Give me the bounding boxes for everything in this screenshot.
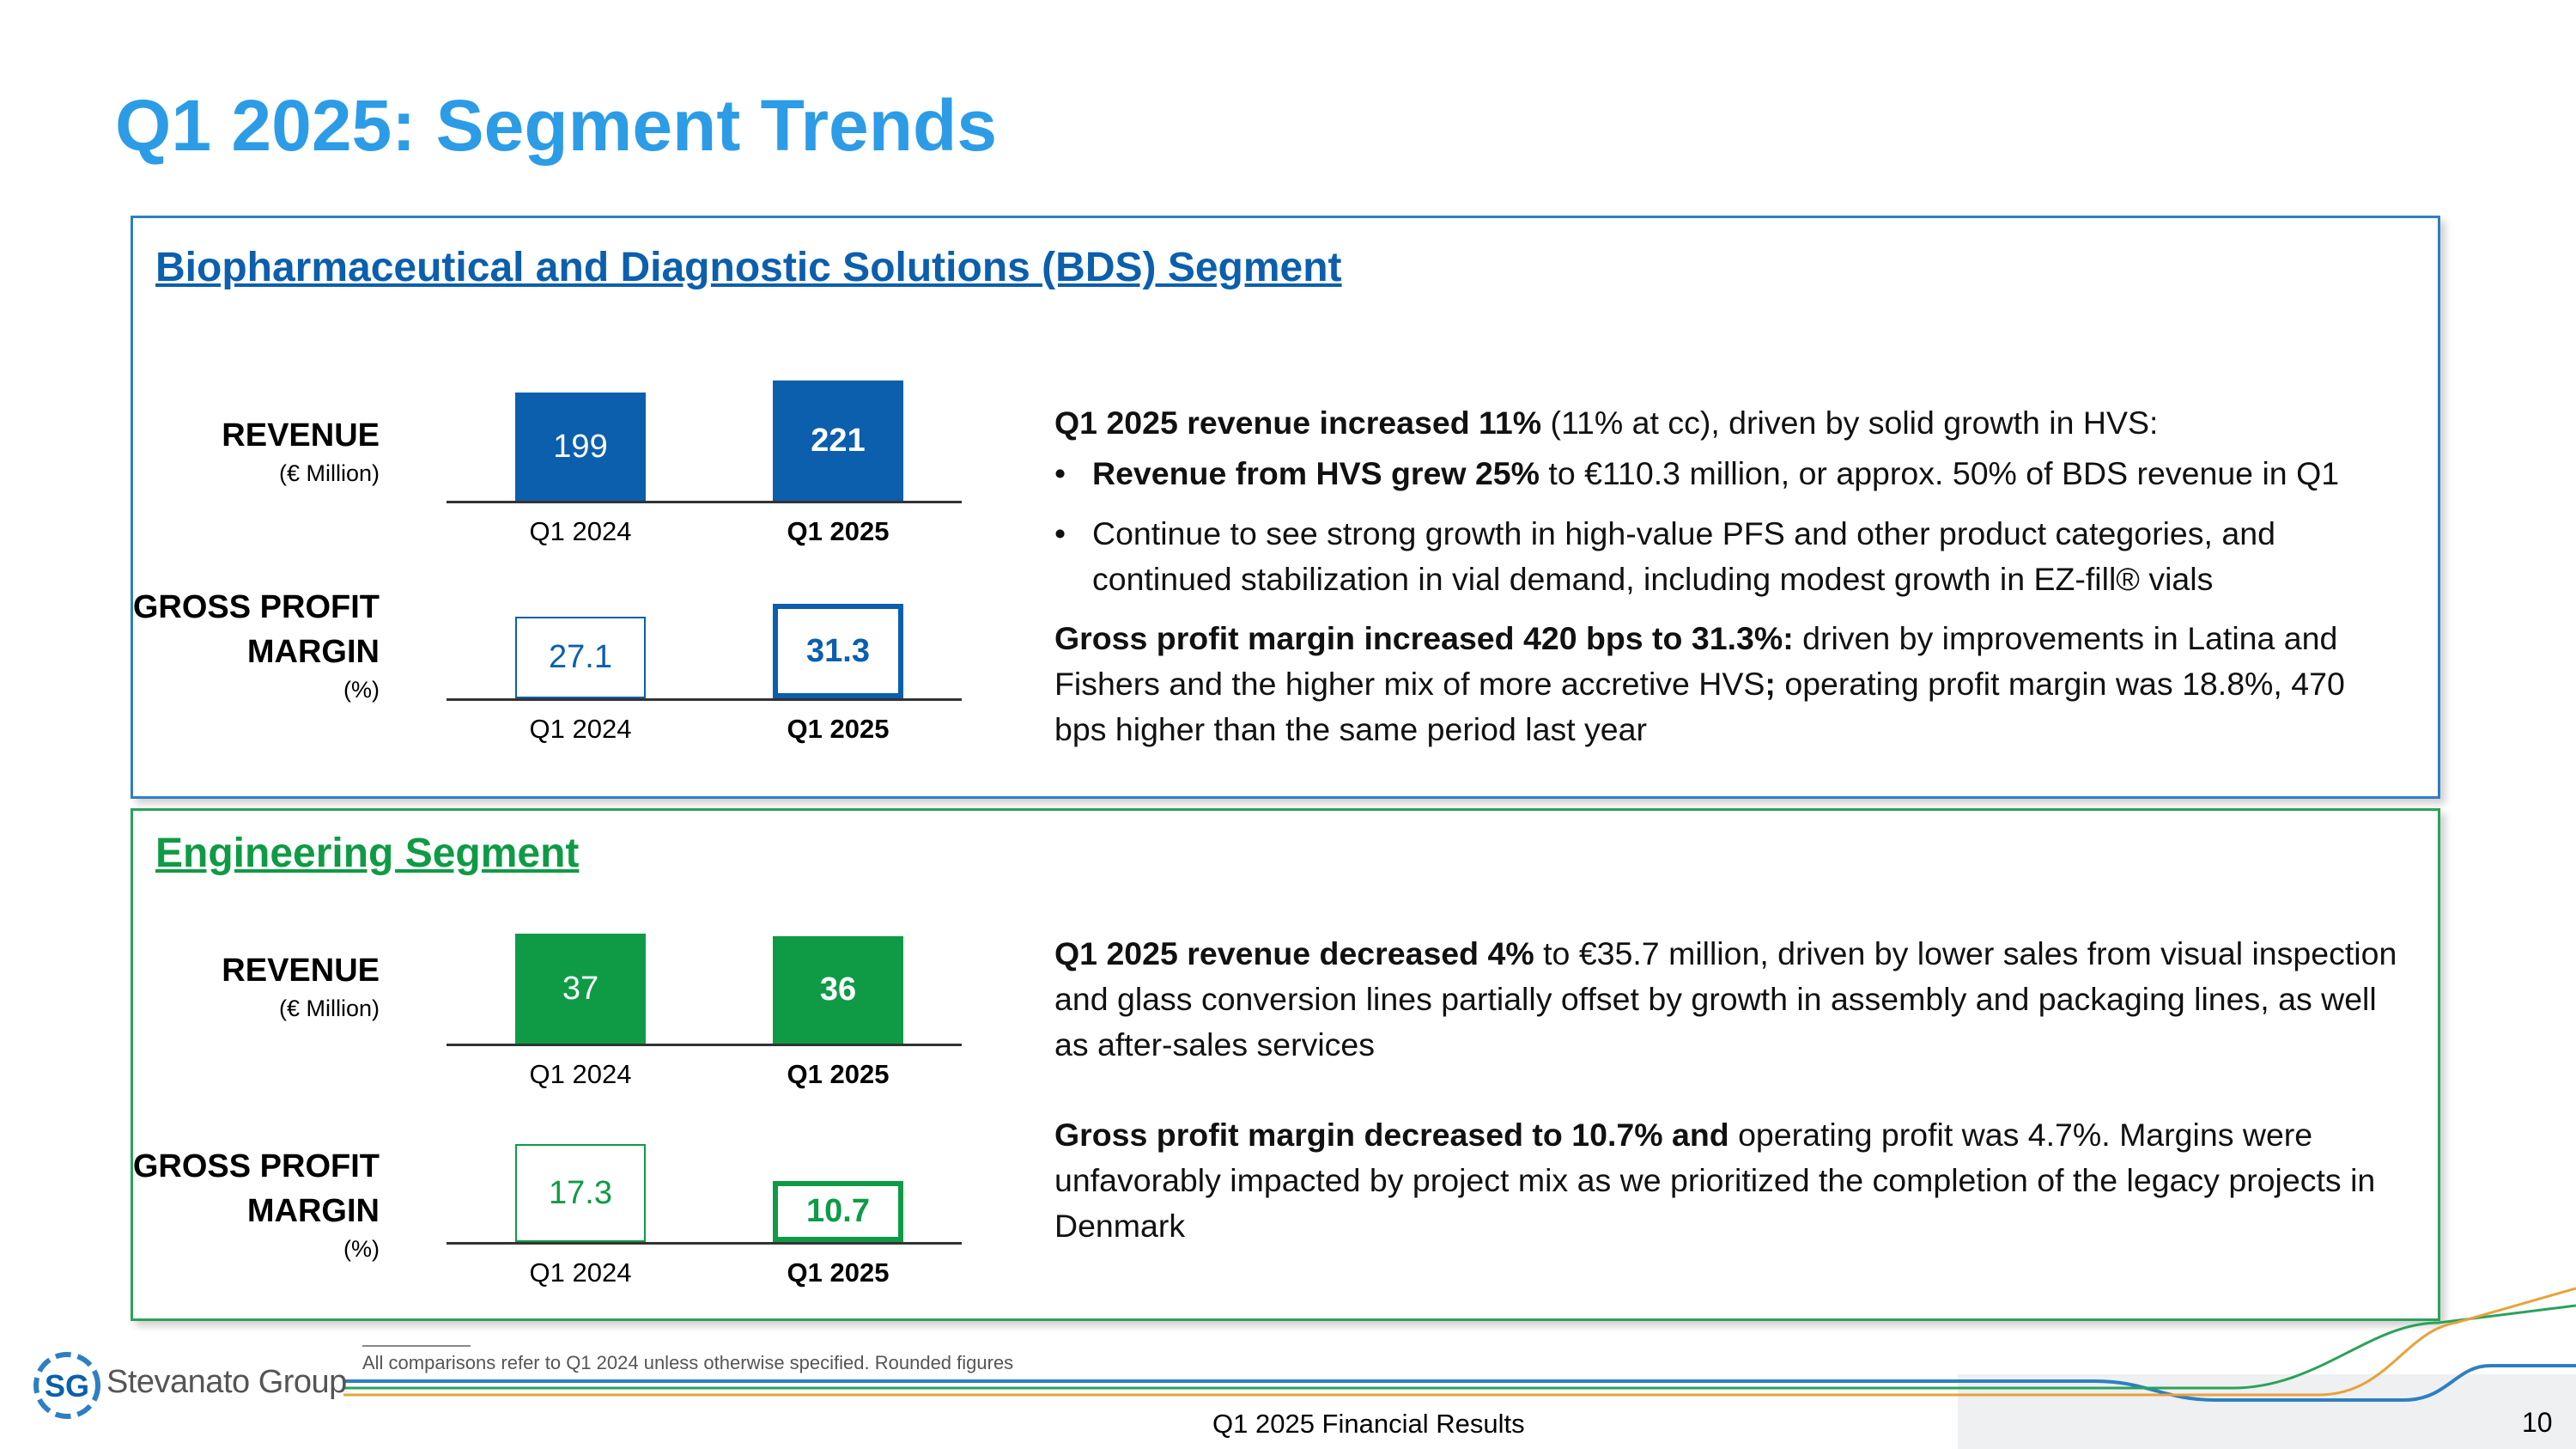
eng-revenue-label-group: REVENUE (€ Million) (133, 948, 380, 1051)
eng-revenue-label: REVENUE (222, 953, 380, 989)
bar-q1-2024: 199 (515, 393, 646, 501)
bds-desc-p1: Q1 2025 revenue increased 11% (11% at cc… (1054, 405, 2159, 441)
bar-value-label: 10.7 (806, 1193, 870, 1229)
chart-baseline (447, 1044, 962, 1046)
x-tick-label: Q1 2025 (787, 1059, 890, 1089)
page-title: Q1 2025: Segment Trends (115, 85, 998, 166)
logo-mark-text: SG (45, 1368, 89, 1403)
footnote-rule (362, 1345, 471, 1347)
bds-desc-bullet-1: • Revenue from HVS grew 25% to €110.3 mil… (1054, 455, 2340, 491)
footer-orange-line (343, 1287, 2576, 1397)
bar-q1-2025: 36 (773, 936, 903, 1044)
bar-value-label: 199 (553, 428, 608, 465)
x-tick-label: Q1 2025 (787, 714, 890, 744)
chart-baseline (447, 1242, 962, 1245)
eng-description: Q1 2025 revenue decreased 4% to €35.7 mi… (1054, 931, 2403, 1249)
bar-value-label: 221 (811, 422, 866, 459)
eng-gpm-label-2: MARGIN (246, 1193, 380, 1229)
bds-gpm-label-1: GROSS PROFIT (132, 589, 380, 625)
footnote: All comparisons refer to Q1 2024 unless … (362, 1352, 1014, 1373)
bar-value-label: 31.3 (806, 632, 870, 669)
eng-gpm-label-group: GROSS PROFIT MARGIN (%) (133, 1144, 380, 1273)
footer-title: Q1 2025 Financial Results (1212, 1409, 1525, 1439)
bar-q1-2025: 31.3 (773, 604, 903, 698)
bds-revenue-unit: (€ Million) (278, 460, 380, 486)
bar-value-label: 37 (562, 970, 599, 1007)
footer-green-line (343, 1304, 2576, 1390)
engineering-segment-title: Engineering Segment (155, 831, 580, 876)
page-number: 10 (2522, 1407, 2553, 1438)
footer-decoration: SG (33, 1287, 2576, 1449)
x-tick-label: Q1 2024 (529, 714, 632, 744)
footer-blue-line (343, 1364, 2576, 1402)
bds-segment-title: Biopharmaceutical and Diagnostic Solutio… (155, 245, 1342, 290)
bds-revenue-label-group: REVENUE (€ Million) (133, 413, 380, 516)
logo-mark: SG (33, 1352, 100, 1419)
eng-revenue-unit: (€ Million) (278, 995, 380, 1021)
x-tick-label: Q1 2024 (529, 1059, 632, 1089)
eng-gpm-label-1: GROSS PROFIT (132, 1148, 380, 1184)
bar-q1-2024: 17.3 (515, 1144, 646, 1242)
engineering-segment-panel: Engineering Segment REVENUE (€ Million) … (131, 808, 2440, 1321)
x-tick-label: Q1 2025 (787, 516, 890, 546)
bds-segment-panel: Biopharmaceutical and Diagnostic Solutio… (131, 216, 2440, 799)
bar-q1-2025: 10.7 (773, 1181, 903, 1242)
bds-gpm-label-group: GROSS PROFIT MARGIN (%) (133, 585, 380, 714)
bds-desc-bullet-2: • Continue to see strong growth in high-v… (1054, 515, 2275, 597)
bds-gpm-label-2: MARGIN (246, 634, 380, 670)
bar-value-label: 36 (819, 971, 857, 1008)
chart-baseline (447, 501, 962, 503)
x-tick-label: Q1 2024 (529, 516, 632, 546)
x-tick-label: Q1 2024 (529, 1257, 632, 1288)
eng-gpm-unit: (%) (343, 1236, 380, 1262)
bds-desc-p2: Gross profit margin increased 420 bps to… (1054, 620, 2345, 747)
x-tick-label: Q1 2025 (787, 1257, 890, 1288)
bar-value-label: 17.3 (549, 1174, 612, 1211)
bar-value-label: 27.1 (549, 639, 612, 675)
bds-gpm-unit: (%) (343, 677, 380, 703)
bds-description: Q1 2025 revenue increased 11% (11% at cc… (1054, 400, 2394, 752)
bar-q1-2025: 221 (773, 381, 903, 501)
bds-revenue-label: REVENUE (222, 417, 380, 454)
bar-q1-2024: 27.1 (515, 617, 646, 698)
eng-desc-p2: Gross profit margin decreased to 10.7% a… (1054, 1117, 2376, 1244)
logo-text: Stevanato Group (106, 1364, 347, 1400)
bar-q1-2024: 37 (515, 934, 646, 1044)
eng-desc-p1: Q1 2025 revenue decreased 4% to €35.7 mi… (1054, 935, 2397, 1062)
chart-baseline (447, 698, 962, 701)
